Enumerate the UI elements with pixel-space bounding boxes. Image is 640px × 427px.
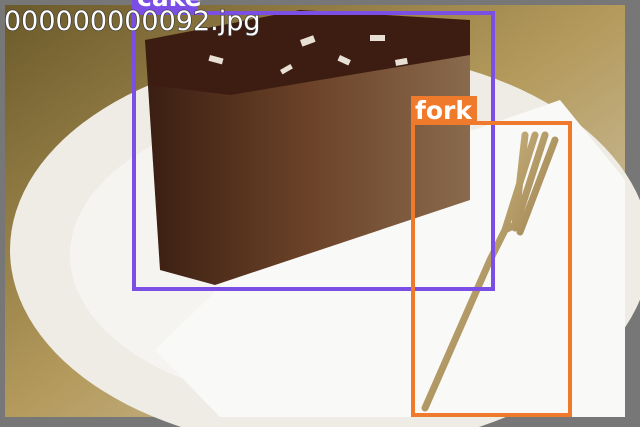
label-background [132, 0, 198, 11]
label: cake [137, 0, 202, 12]
photo [5, 5, 640, 427]
filename: 000000000092.jpg [4, 6, 261, 37]
label: fork [415, 96, 473, 125]
detection-fork: fork [411, 96, 572, 417]
bounding-box [132, 11, 495, 291]
bounding-box [411, 121, 572, 417]
detection-cake: cake [132, 0, 495, 291]
label-background [411, 96, 477, 123]
